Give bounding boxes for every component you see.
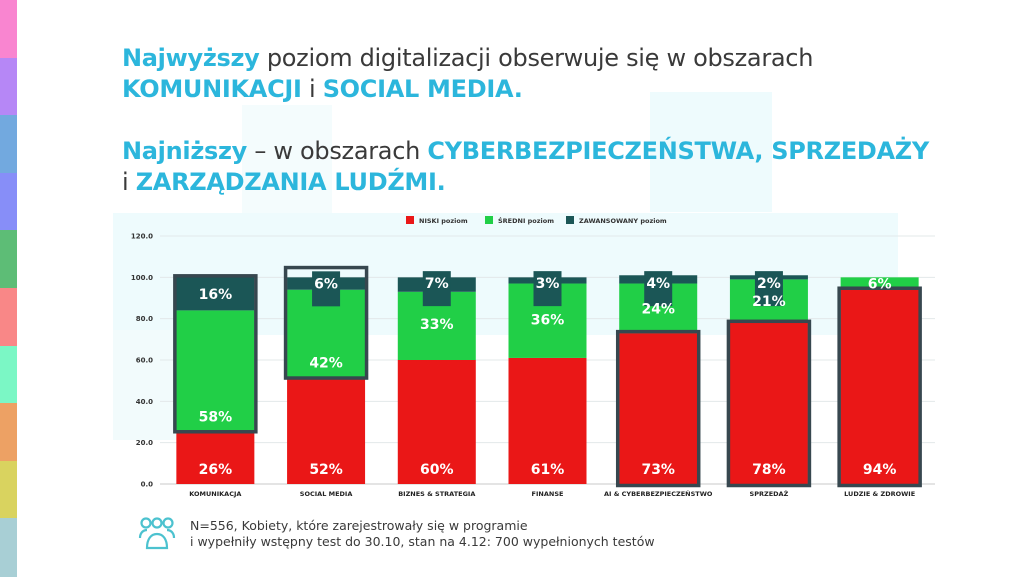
x-tick-label: LUDZIE & ZDROWIE bbox=[844, 490, 915, 498]
data-label-mid: 36% bbox=[531, 313, 565, 329]
data-label-mid: 42% bbox=[309, 356, 343, 372]
highlight-frame bbox=[283, 265, 369, 380]
bar-segment-low bbox=[508, 357, 587, 484]
highlight-frame bbox=[837, 286, 922, 488]
background-shape bbox=[650, 92, 772, 212]
data-label-low: 94% bbox=[863, 462, 897, 478]
people-group-icon bbox=[138, 517, 176, 550]
background-shape bbox=[242, 105, 332, 215]
data-label-mid: 21% bbox=[752, 294, 786, 310]
x-tick-label: SPRZEDAŻ bbox=[750, 489, 789, 498]
headline-highlight: CYBERBEZPIECZEŃSTWA, SPRZEDAŻY bbox=[427, 137, 929, 165]
side-stripe bbox=[0, 115, 17, 174]
side-stripe bbox=[0, 230, 17, 289]
y-tick-label: 60.0 bbox=[136, 357, 153, 365]
label-box bbox=[644, 271, 673, 307]
bar-segment-low bbox=[287, 376, 366, 484]
data-label-mid: 24% bbox=[641, 301, 675, 317]
legend-label: ZAWANSOWANY poziom bbox=[579, 217, 667, 225]
label-box bbox=[533, 271, 562, 307]
side-stripe bbox=[0, 518, 17, 577]
bar-segment-low bbox=[840, 289, 919, 484]
headline-highlight: Najniższy bbox=[122, 137, 247, 165]
side-stripe bbox=[0, 460, 17, 520]
y-tick-label: 20.0 bbox=[136, 439, 153, 447]
legend-swatch bbox=[566, 216, 574, 224]
x-tick-label: SOCIAL MEDIA bbox=[300, 490, 353, 498]
data-label-low: 61% bbox=[531, 462, 565, 478]
highlight-frame bbox=[726, 319, 812, 488]
legend-label: ŚREDNI poziom bbox=[498, 216, 554, 225]
x-tick-label: FINANSE bbox=[532, 490, 564, 498]
footnote-line-1: N=556, Kobiety, które zarejestrowały się… bbox=[190, 518, 528, 533]
bar-segment-low bbox=[397, 360, 476, 484]
headline-line-2: KOMUNIKACJI i SOCIAL MEDIA. bbox=[122, 74, 523, 105]
headline-text: i bbox=[122, 168, 136, 196]
legend-label: NISKI poziom bbox=[419, 217, 468, 225]
side-stripe bbox=[0, 0, 17, 59]
sample-footnote: N=556, Kobiety, które zarejestrowały się… bbox=[190, 518, 655, 550]
side-stripe bbox=[0, 288, 17, 347]
label-box bbox=[422, 271, 451, 307]
data-label-low: 52% bbox=[309, 462, 343, 478]
data-label-mid: 6% bbox=[868, 277, 892, 293]
highlight-frame bbox=[173, 274, 258, 434]
data-label-low: 78% bbox=[752, 462, 786, 478]
side-stripe bbox=[0, 403, 17, 462]
data-label-adv: 6% bbox=[314, 276, 338, 292]
headline-line-1: Najwyższy poziom digitalizacji obserwuje… bbox=[122, 43, 813, 74]
data-label-adv: 2% bbox=[757, 276, 781, 292]
x-tick-label: KOMUNIKACJA bbox=[189, 490, 241, 498]
legend-swatch bbox=[406, 216, 414, 224]
side-stripe bbox=[0, 172, 17, 232]
headline-highlight: Najwyższy bbox=[122, 44, 260, 72]
y-tick-label: 40.0 bbox=[136, 398, 153, 406]
highlight-frame bbox=[615, 329, 701, 488]
side-stripe bbox=[0, 57, 17, 117]
x-tick-label: BIZNES & STRATEGIA bbox=[398, 490, 475, 498]
legend-swatch bbox=[485, 216, 493, 224]
headline-highlight: KOMUNIKACJI bbox=[122, 75, 302, 103]
data-label-adv: 3% bbox=[536, 276, 560, 292]
data-label-mid: 33% bbox=[420, 317, 454, 333]
y-tick-label: 80.0 bbox=[136, 315, 153, 323]
headline-text: poziom digitalizacji obserwuje się w obs… bbox=[259, 44, 814, 72]
x-tick-label: AI & CYBERBEZPIECZEŃSTWO bbox=[604, 489, 713, 498]
data-label-low: 60% bbox=[420, 462, 454, 478]
y-tick-label: 120.0 bbox=[131, 233, 153, 241]
bar-segment-mid bbox=[176, 310, 255, 431]
data-label-adv: 4% bbox=[646, 276, 670, 292]
bar-segment-low bbox=[619, 333, 698, 484]
footnote-line-2: i wypełniły wstępny test do 30.10, stan … bbox=[190, 534, 655, 549]
side-stripe bbox=[0, 345, 17, 405]
headline-line-4: i ZARZĄDZANIA LUDŹMI. bbox=[122, 167, 446, 198]
headline-highlight: ZARZĄDZANIA LUDŹMI. bbox=[135, 168, 446, 196]
bar-segment-low bbox=[176, 430, 255, 484]
bar-segment-adv bbox=[176, 277, 255, 311]
data-label-adv: 7% bbox=[425, 276, 449, 292]
data-label-low: 26% bbox=[199, 462, 233, 478]
data-label-adv: 16% bbox=[199, 287, 233, 303]
headline-highlight: SOCIAL MEDIA. bbox=[322, 75, 523, 103]
label-box bbox=[312, 271, 341, 307]
headline-text: i bbox=[301, 75, 323, 103]
headline-text: – w obszarach bbox=[247, 137, 428, 165]
data-label-mid: 58% bbox=[199, 409, 233, 425]
y-tick-label: 100.0 bbox=[131, 274, 153, 282]
headline-line-3: Najniższy – w obszarach CYBERBEZPIECZEŃS… bbox=[122, 136, 929, 167]
y-tick-label: 0.0 bbox=[141, 481, 154, 489]
label-box bbox=[754, 271, 783, 307]
data-label-low: 73% bbox=[641, 462, 675, 478]
bar-segment-low bbox=[729, 322, 808, 484]
